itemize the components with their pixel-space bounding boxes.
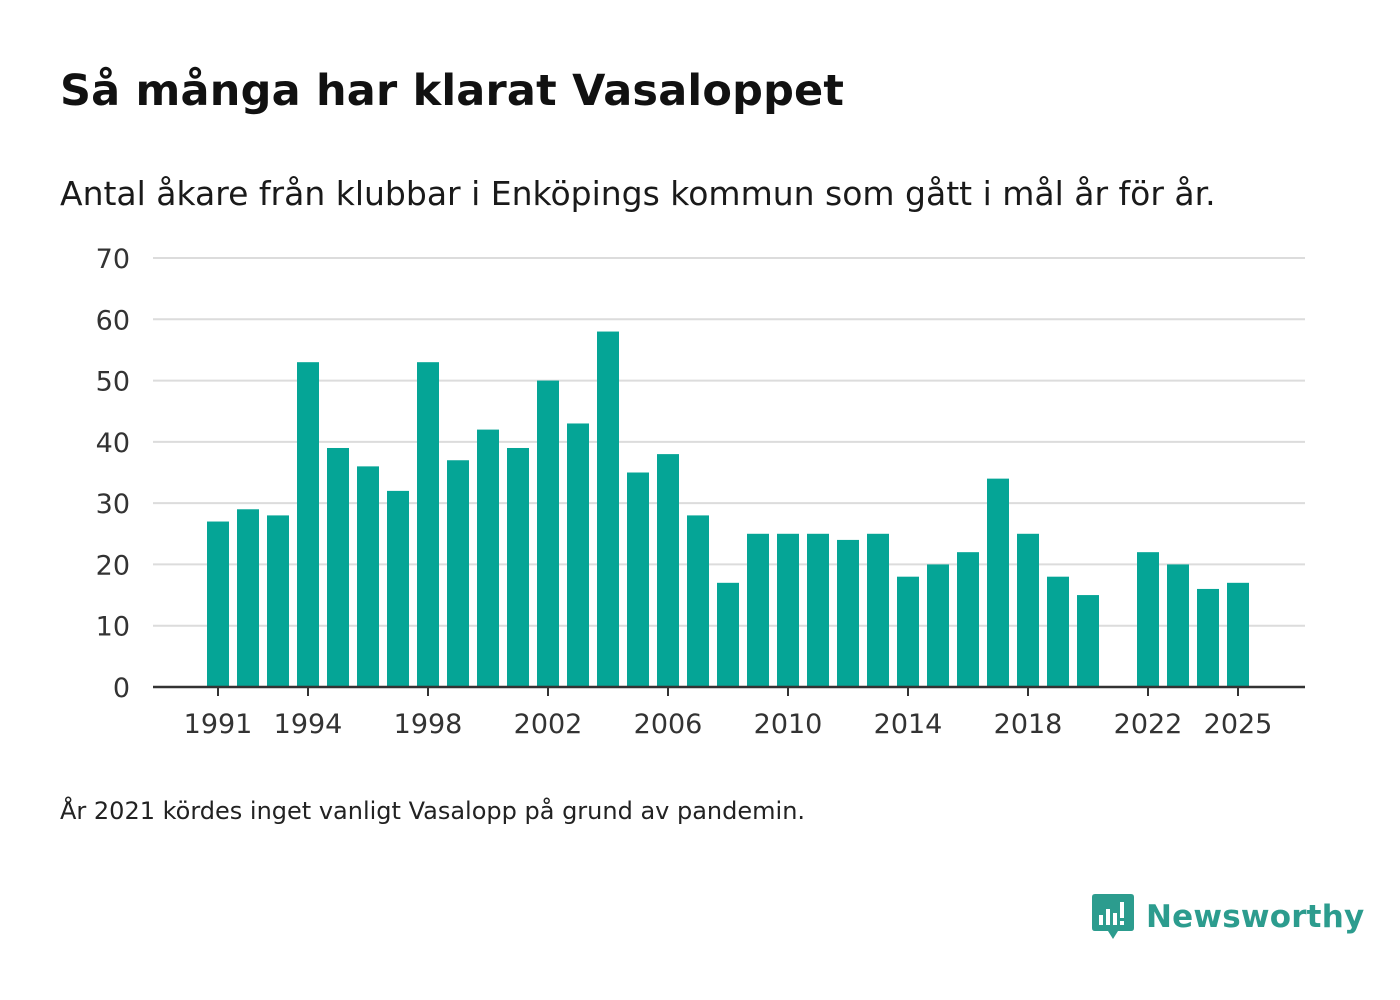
x-tick-label: 2014 [874, 709, 943, 740]
bar-2008[interactable] [717, 582, 739, 687]
newsworthy-logo-icon [1092, 894, 1134, 939]
bar-2005[interactable] [627, 472, 649, 688]
bar-2004[interactable] [597, 331, 619, 687]
bar-2014[interactable] [897, 576, 919, 687]
bar-1994[interactable] [297, 362, 319, 687]
bar-2010[interactable] [777, 533, 799, 687]
bar-2013[interactable] [867, 533, 889, 687]
bar-1998[interactable] [417, 362, 439, 687]
bar-1993[interactable] [267, 515, 289, 687]
bar-1991[interactable] [207, 521, 229, 687]
y-tick-label: 30 [96, 489, 130, 520]
bar-1996[interactable] [357, 466, 379, 687]
bar-chart: 0 10 20 30 40 50 60 70 1991 1994 1998 2002 2006 2010… [96, 244, 1305, 740]
y-tick-label: 0 [113, 673, 130, 704]
bar-2007[interactable] [687, 515, 709, 687]
bar-2006[interactable] [657, 454, 679, 687]
y-tick-label: 10 [96, 612, 130, 643]
y-tick-label: 60 [96, 305, 130, 336]
bar-2011[interactable] [807, 533, 829, 687]
bar-2012[interactable] [837, 539, 859, 687]
x-tick-label: 2025 [1204, 709, 1273, 740]
bar-1999[interactable] [447, 460, 469, 687]
bar-1992[interactable] [237, 509, 259, 687]
x-tick-label: 2002 [514, 709, 583, 740]
bar-2020[interactable] [1077, 595, 1099, 687]
y-tick-label: 20 [96, 550, 130, 581]
x-tick-label: 1994 [274, 709, 343, 740]
bar-2002[interactable] [537, 380, 559, 687]
footnote: År 2021 kördes inget vanligt Vasalopp på… [60, 797, 806, 825]
gridlines [153, 257, 1305, 627]
brand-name: Newsworthy [1146, 899, 1365, 935]
y-tick-label: 40 [96, 428, 130, 459]
bar-2023[interactable] [1167, 564, 1189, 687]
bar-2003[interactable] [567, 423, 589, 687]
y-tick-label: 70 [96, 244, 130, 275]
bar-2025[interactable] [1227, 582, 1249, 687]
x-tick-label: 2006 [634, 709, 703, 740]
bar-2022[interactable] [1137, 552, 1159, 687]
chart-subtitle: Antal åkare från klubbar i Enköpings kom… [60, 174, 1216, 213]
bar-2015[interactable] [927, 564, 949, 687]
bar-2018[interactable] [1017, 533, 1039, 687]
y-tick-label: 50 [96, 367, 130, 398]
bar-2019[interactable] [1047, 576, 1069, 687]
bars [207, 331, 1249, 688]
bar-2009[interactable] [747, 533, 769, 687]
x-tick-label: 2022 [1114, 709, 1183, 740]
y-axis-tick-labels: 0 10 20 30 40 50 60 70 [96, 244, 130, 704]
bar-2024[interactable] [1197, 588, 1219, 687]
bar-2016[interactable] [957, 552, 979, 687]
x-tick-label: 1991 [184, 709, 253, 740]
bar-2001[interactable] [507, 447, 529, 687]
x-axis-tick-labels: 1991 1994 1998 2002 2006 2010 2014 2018 2022 2025 [184, 687, 1273, 740]
x-tick-label: 2010 [754, 709, 823, 740]
bar-1997[interactable] [387, 490, 409, 687]
brand-logo[interactable]: Newsworthy [1090, 892, 1364, 942]
x-tick-label: 2018 [994, 709, 1063, 740]
x-tick-label: 1998 [394, 709, 463, 740]
bar-2017[interactable] [987, 478, 1009, 687]
chart-title: Så många har klarat Vasaloppet [60, 66, 845, 116]
bar-2000[interactable] [477, 429, 499, 687]
bar-1995[interactable] [327, 447, 349, 687]
